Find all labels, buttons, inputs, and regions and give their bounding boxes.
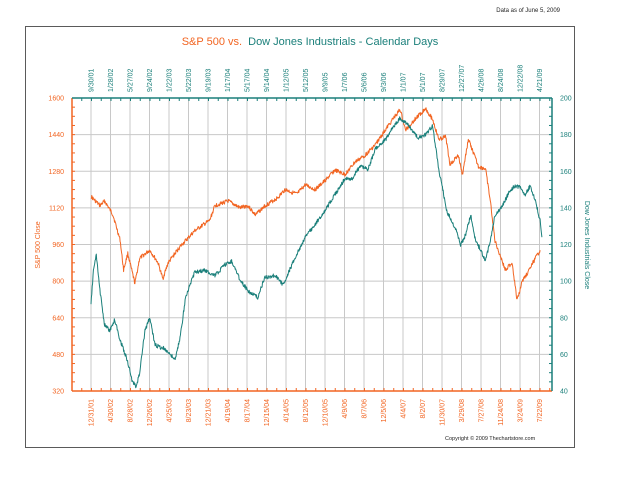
bottom-tick-label: 12/31/01: [89, 399, 96, 426]
y-tick-label-left: 1120: [49, 205, 64, 212]
top-tick-label: 9/30/01: [89, 69, 96, 92]
y-tick-label-right: 60: [560, 352, 568, 359]
top-tick-label: 1/22/03: [167, 69, 174, 92]
copyright-note: Copyright © 2009 Thechartstore.com: [445, 436, 536, 442]
top-tick-label: 4/21/09: [537, 69, 544, 92]
top-tick-label: 5/6/06: [362, 72, 369, 92]
bottom-tick-label: 12/21/03: [206, 399, 213, 426]
bottom-tick-label: 4/19/04: [225, 399, 232, 422]
top-tick-label: 9/19/03: [206, 69, 213, 92]
top-tick-label: 5/12/05: [303, 69, 310, 92]
bottom-tick-label: 7/27/08: [479, 399, 486, 422]
top-tick-label: 5/27/02: [128, 69, 135, 92]
y-tick-label-left: 640: [52, 315, 64, 322]
top-tick-label: 12/27/07: [459, 65, 466, 92]
top-tick-label: 5/22/03: [186, 69, 193, 92]
bottom-tick-label: 7/22/09: [537, 399, 544, 422]
grid: [72, 98, 552, 391]
top-tick-label: 9/3/06: [381, 72, 388, 92]
bottom-tick-label: 8/23/03: [186, 399, 193, 422]
dow-line: [90, 116, 543, 389]
bottom-tick-label: 4/14/05: [284, 399, 291, 422]
y-tick-label-right: 200: [560, 96, 572, 103]
y-tick-label-right: 180: [560, 132, 572, 139]
top-tick-label: 5/17/04: [245, 69, 252, 92]
top-tick-label: 9/9/05: [323, 72, 330, 92]
bottom-tick-label: 12/15/04: [264, 399, 271, 426]
top-tick-label: 1/17/04: [225, 69, 232, 92]
bottom-tick-label: 8/2/07: [420, 399, 427, 419]
bottom-tick-label: 12/5/06: [381, 399, 388, 422]
bottom-tick-label: 8/7/06: [362, 399, 369, 419]
top-tick-label: 9/24/02: [147, 69, 154, 92]
y-tick-label-right: 40: [560, 389, 568, 396]
bottom-tick-label: 4/30/02: [108, 399, 115, 422]
bottom-tick-label: 12/26/02: [147, 399, 154, 426]
top-tick-label: 1/1/07: [401, 72, 408, 92]
chart-title-dow: Dow Jones Industrials - Calendar Days: [248, 36, 439, 48]
top-tick-label: 4/26/08: [479, 69, 486, 92]
series-group: [90, 107, 543, 389]
chart-title-sp500: S&P 500 vs.: [182, 36, 242, 48]
bottom-tick-label: 8/12/05: [303, 399, 310, 422]
sp500-line: [90, 107, 541, 300]
y-tick-label-right: 140: [560, 205, 572, 212]
top-tick-label: 12/22/08: [518, 65, 525, 92]
chart-title: S&P 500 vs. Dow Jones Industrials - Cale…: [182, 36, 439, 48]
bottom-tick-label: 12/10/05: [323, 399, 330, 426]
y-axis-label-left: S&P 500 Close: [35, 221, 42, 268]
chart-frame: [25, 26, 575, 448]
y-tick-label-left: 1600: [48, 96, 64, 103]
top-tick-label: 1/7/06: [342, 72, 349, 92]
bottom-tick-label: 4/4/07: [401, 399, 408, 419]
top-tick-label: 1/12/05: [284, 69, 291, 92]
y-axis-label-right: Dow Jones Industrials Close: [583, 201, 590, 289]
data-as-of-note: Data as of June 5, 2009: [496, 8, 560, 14]
tick-labels: 9/30/01 12/31/01 1/28/02 4/30/02 5/27/02 8/28…: [48, 65, 571, 427]
y-tick-label-right: 80: [560, 315, 568, 322]
y-tick-label-left: 320: [52, 389, 64, 396]
y-tick-label-left: 960: [52, 242, 64, 249]
y-tick-label-left: 1280: [48, 169, 64, 176]
y-tick-label-left: 480: [52, 352, 64, 359]
y-tick-label-right: 120: [560, 242, 572, 249]
bottom-tick-label: 3/29/08: [459, 399, 466, 422]
bottom-tick-label: 4/25/03: [167, 399, 174, 422]
top-tick-label: 1/28/02: [108, 69, 115, 92]
y-tick-label-right: 160: [560, 169, 572, 176]
top-tick-label: 9/14/04: [264, 69, 271, 92]
bottom-tick-label: 8/28/02: [128, 399, 135, 422]
axes: [71, 97, 553, 392]
bottom-tick-label: 8/17/04: [245, 399, 252, 422]
bottom-tick-label: 11/30/07: [440, 399, 447, 426]
y-tick-label-left: 800: [52, 279, 64, 286]
bottom-tick-label: 4/9/06: [342, 399, 349, 419]
top-tick-label: 5/1/07: [420, 72, 427, 92]
top-tick-label: 8/29/07: [440, 69, 447, 92]
y-tick-label-left: 1440: [48, 132, 64, 139]
bottom-tick-label: 11/24/08: [498, 399, 505, 426]
y-tick-label-right: 100: [560, 279, 572, 286]
top-tick-label: 8/24/08: [498, 69, 505, 92]
bottom-tick-label: 3/24/09: [518, 399, 525, 422]
